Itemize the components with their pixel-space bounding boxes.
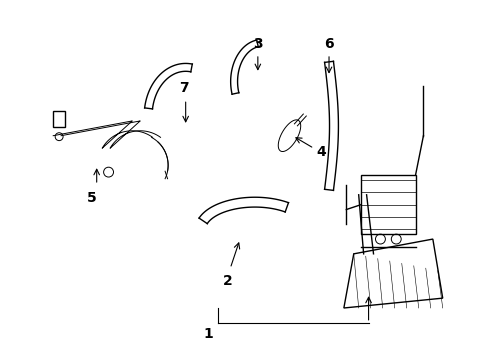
Text: 1: 1 <box>203 327 213 341</box>
Text: 5: 5 <box>87 191 97 205</box>
Text: 6: 6 <box>324 37 333 51</box>
Text: 7: 7 <box>179 81 188 95</box>
Text: 4: 4 <box>316 145 325 159</box>
Text: 2: 2 <box>223 274 233 288</box>
Text: 3: 3 <box>252 37 262 51</box>
